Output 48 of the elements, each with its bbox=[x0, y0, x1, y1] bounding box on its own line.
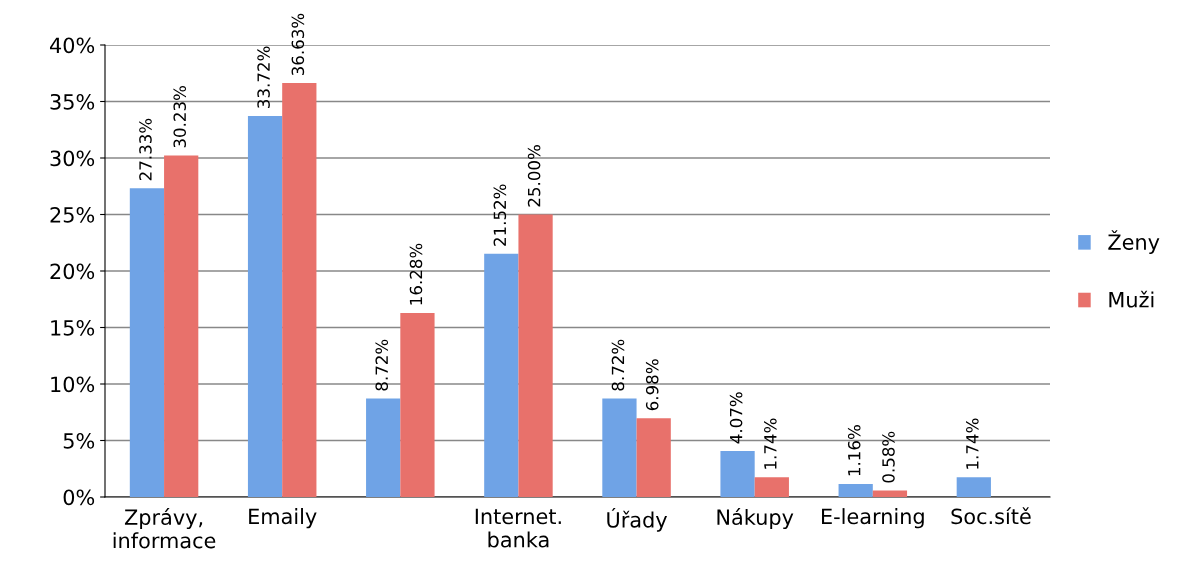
x-tick-label: Úřady bbox=[607, 508, 668, 532]
data-label: 8.72% bbox=[611, 339, 625, 391]
y-tick-label: 25% bbox=[50, 206, 95, 223]
bar bbox=[484, 253, 519, 497]
data-label: 0.58% bbox=[882, 431, 895, 483]
data-label: 36.63% bbox=[291, 13, 305, 76]
data-label: 33.72% bbox=[257, 46, 270, 108]
x-tick-label: Nákupy bbox=[717, 508, 794, 530]
legend-label: Muži bbox=[1109, 290, 1154, 308]
x-tick-label: Soc.sítě bbox=[951, 507, 1031, 525]
y-tick-label: 15% bbox=[51, 319, 95, 336]
data-label: 16.28% bbox=[409, 243, 423, 305]
y-tick-label: 0% bbox=[63, 489, 95, 506]
bar bbox=[838, 483, 873, 497]
x-tick-label: E-learning bbox=[822, 508, 924, 529]
data-label: 25.00% bbox=[527, 145, 541, 207]
bar bbox=[720, 451, 755, 497]
legend-label: Ženy bbox=[1108, 230, 1160, 254]
bar bbox=[282, 83, 317, 497]
bar bbox=[518, 214, 553, 497]
data-label: 1.74% bbox=[966, 418, 979, 469]
y-tick-label: 30% bbox=[50, 150, 95, 167]
data-label: 30.23% bbox=[173, 85, 187, 148]
x-tick-label: Emaily bbox=[249, 508, 317, 529]
bar bbox=[164, 155, 199, 497]
y-tick-label: 40% bbox=[49, 37, 95, 54]
data-label: 21.52% bbox=[493, 184, 507, 246]
bar bbox=[956, 477, 991, 497]
data-label: 4.07% bbox=[729, 392, 743, 444]
bar bbox=[366, 398, 401, 497]
y-tick-label: 10% bbox=[51, 376, 95, 393]
x-tick-label: Zprávy, informace bbox=[113, 508, 216, 549]
y-tick-label: 35% bbox=[50, 93, 95, 110]
data-label: 8.72% bbox=[375, 339, 389, 391]
data-label: 1.16% bbox=[847, 425, 861, 476]
bar bbox=[247, 115, 283, 497]
x-tick-label: Internet. banka bbox=[475, 508, 561, 548]
bar bbox=[872, 490, 908, 497]
data-label: 1.74% bbox=[764, 418, 777, 469]
bar bbox=[754, 477, 789, 497]
data-label: 27.33% bbox=[139, 118, 152, 181]
bar bbox=[400, 313, 435, 497]
bar bbox=[602, 398, 637, 497]
bar bbox=[636, 418, 671, 497]
y-tick-label: 20% bbox=[50, 263, 95, 280]
data-label: 6.98% bbox=[645, 359, 659, 411]
bar bbox=[129, 188, 165, 497]
y-tick-label: 5% bbox=[63, 432, 95, 449]
